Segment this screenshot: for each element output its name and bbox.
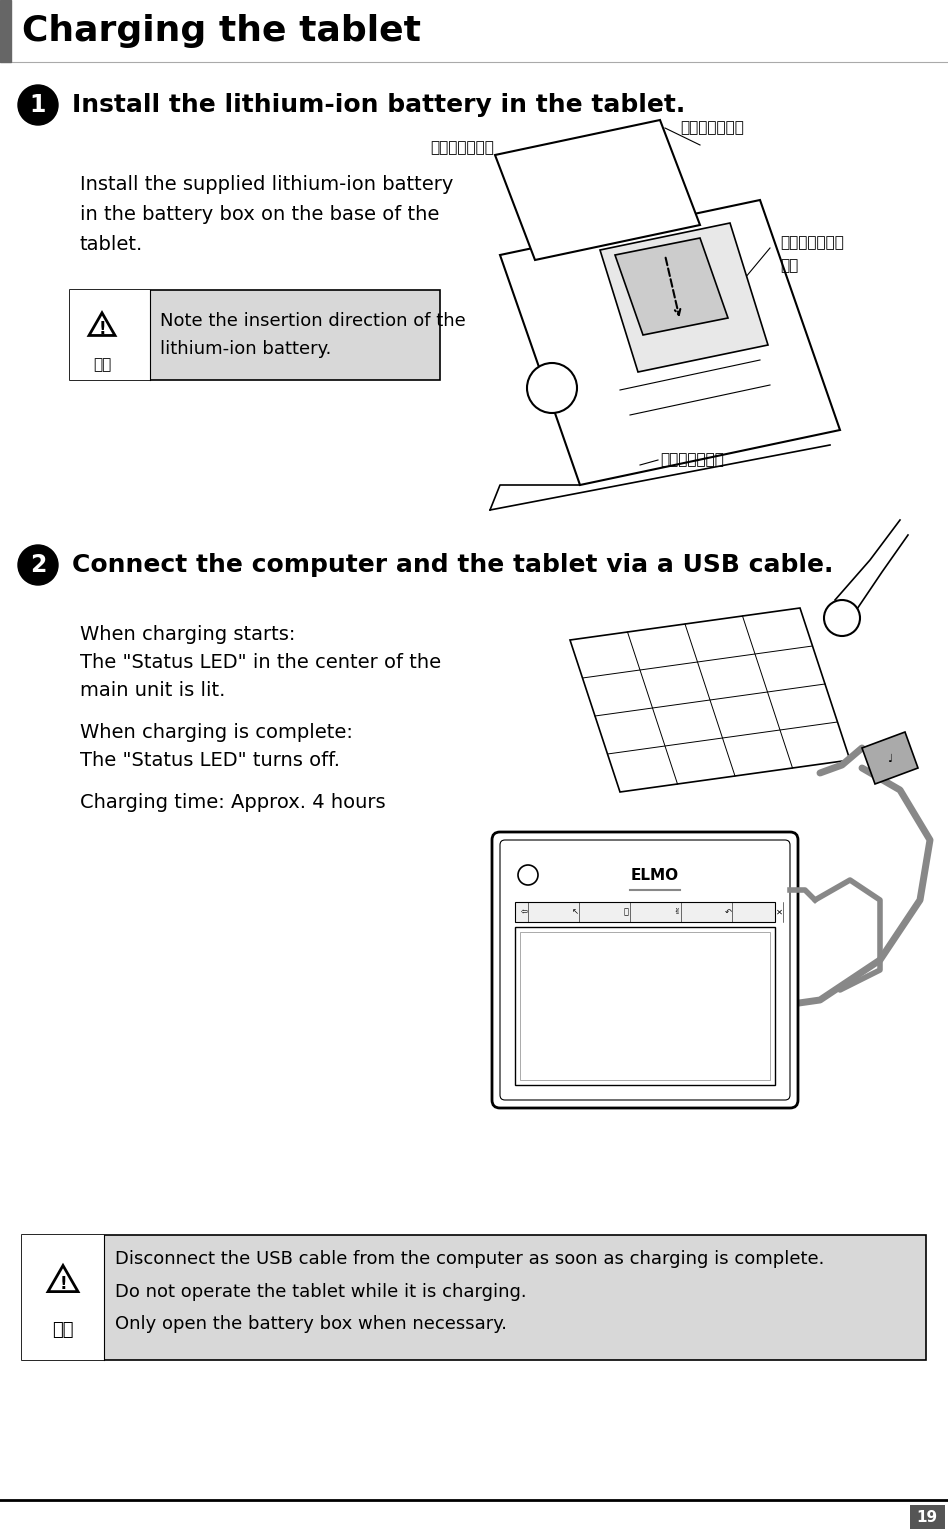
Circle shape	[18, 86, 58, 126]
FancyBboxPatch shape	[492, 831, 798, 1108]
Text: 1: 1	[29, 93, 46, 116]
Text: Connect the computer and the tablet via a USB cable.: Connect the computer and the tablet via …	[72, 553, 833, 577]
Polygon shape	[48, 1266, 78, 1292]
FancyBboxPatch shape	[70, 289, 150, 380]
Text: Install the lithium-ion battery in the tablet.: Install the lithium-ion battery in the t…	[72, 93, 685, 116]
Circle shape	[518, 865, 538, 885]
FancyBboxPatch shape	[515, 926, 775, 1085]
Text: リチウムイオン: リチウムイオン	[780, 234, 844, 250]
Text: Charging time: Approx. 4 hours: Charging time: Approx. 4 hours	[80, 793, 386, 811]
Text: ELMO: ELMO	[631, 868, 679, 882]
Text: Disconnect the USB cable from the computer as soon as charging is complete.: Disconnect the USB cable from the comput…	[115, 1249, 825, 1268]
Text: Note the insertion direction of the: Note the insertion direction of the	[160, 312, 465, 331]
Text: !: !	[99, 320, 106, 338]
Polygon shape	[495, 119, 700, 260]
Text: The "Status LED" in the center of the: The "Status LED" in the center of the	[80, 654, 441, 672]
Text: ✕: ✕	[775, 908, 782, 917]
Text: ✌: ✌	[673, 908, 681, 917]
Text: タブレット底面: タブレット底面	[660, 453, 724, 467]
Polygon shape	[862, 732, 918, 784]
Polygon shape	[600, 224, 768, 372]
FancyBboxPatch shape	[910, 1505, 945, 1529]
Text: lithium-ion battery.: lithium-ion battery.	[160, 340, 332, 358]
Text: 2: 2	[29, 553, 46, 577]
Bar	[0, 0, 11, 61]
Polygon shape	[570, 608, 850, 792]
Polygon shape	[89, 312, 115, 335]
Text: 19: 19	[917, 1510, 938, 1525]
Text: The "Status LED" turns off.: The "Status LED" turns off.	[80, 752, 340, 770]
Text: プリント面を上: プリント面を上	[680, 121, 744, 136]
Text: 注意: 注意	[52, 1321, 74, 1340]
Text: ↶: ↶	[724, 908, 732, 917]
Text: Charging the tablet: Charging the tablet	[22, 14, 421, 47]
Text: ♩: ♩	[887, 753, 893, 764]
Text: Install the supplied lithium-ion battery: Install the supplied lithium-ion battery	[80, 175, 453, 194]
Circle shape	[527, 363, 577, 413]
Circle shape	[824, 600, 860, 635]
FancyBboxPatch shape	[70, 289, 440, 380]
FancyBboxPatch shape	[22, 1236, 926, 1360]
Circle shape	[18, 545, 58, 585]
Text: 電池: 電池	[780, 259, 798, 273]
Text: 注意: 注意	[93, 358, 111, 372]
Polygon shape	[500, 201, 840, 485]
Text: When charging is complete:: When charging is complete:	[80, 723, 353, 743]
Text: in the battery box on the base of the: in the battery box on the base of the	[80, 205, 439, 224]
FancyBboxPatch shape	[22, 1236, 104, 1360]
Text: tablet.: tablet.	[80, 234, 143, 254]
Text: ↖: ↖	[572, 908, 578, 917]
Text: ✋: ✋	[624, 908, 629, 917]
Text: !: !	[59, 1275, 66, 1294]
Text: Only open the battery box when necessary.: Only open the battery box when necessary…	[115, 1315, 507, 1334]
Text: main unit is lit.: main unit is lit.	[80, 681, 226, 700]
Text: When charging starts:: When charging starts:	[80, 625, 296, 645]
Text: 電池ボックス蓋: 電池ボックス蓋	[430, 141, 494, 156]
Polygon shape	[615, 237, 728, 335]
FancyBboxPatch shape	[515, 902, 775, 922]
Text: ⇦: ⇦	[520, 908, 527, 917]
FancyBboxPatch shape	[500, 841, 790, 1099]
Text: Do not operate the tablet while it is charging.: Do not operate the tablet while it is ch…	[115, 1283, 527, 1301]
FancyBboxPatch shape	[520, 932, 770, 1079]
